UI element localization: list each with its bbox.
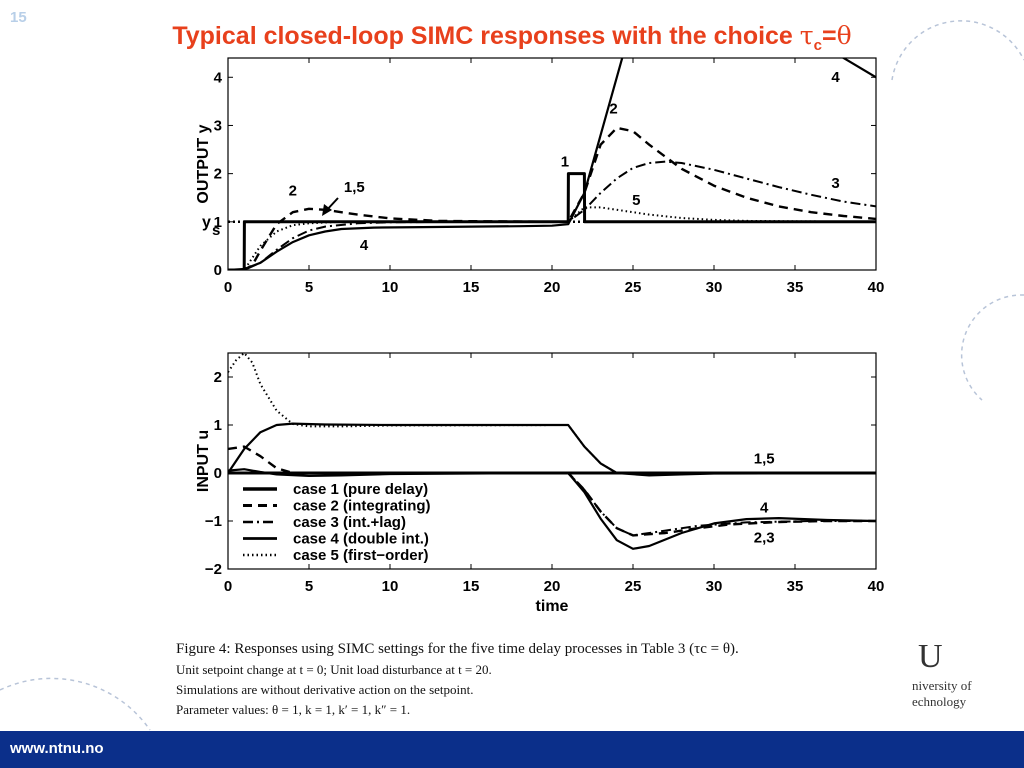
curve-label: 1,5 <box>344 179 365 196</box>
series-line <box>228 468 876 550</box>
curve-label: 4 <box>360 237 369 254</box>
series-line <box>228 58 624 270</box>
curve-label: 5 <box>632 192 640 209</box>
y-tick-label: 1 <box>214 417 222 434</box>
x-tick-label: 15 <box>463 279 480 296</box>
x-tick-label: 30 <box>706 279 723 296</box>
legend-label: case 3 (int.+lag) <box>293 514 406 531</box>
legend-label: case 1 (pure delay) <box>293 481 428 498</box>
setpoint-label-sub: s <box>212 222 220 239</box>
x-tick-label: 5 <box>305 578 313 595</box>
series-line <box>228 160 876 270</box>
curve-label: 3 <box>831 175 839 192</box>
series-line <box>228 172 876 270</box>
series-line <box>228 206 876 270</box>
title-tau: τ <box>799 21 814 50</box>
decor-arc-bottom-left <box>0 677 151 731</box>
university-logo: U niversity of echnology <box>912 640 1022 710</box>
x-tick-label: 40 <box>868 578 885 595</box>
x-tick-label: 5 <box>305 279 313 296</box>
decor-arc-top-right <box>891 20 1024 81</box>
x-tick-label: 10 <box>382 279 399 296</box>
y-tick-label: 4 <box>214 69 223 86</box>
y-tick-label: 3 <box>214 117 222 134</box>
x-tick-label: 25 <box>625 578 642 595</box>
title-subscript: c <box>813 37 822 54</box>
y-tick-label: 0 <box>214 262 222 279</box>
footer-url-link[interactable]: www.ntnu.no <box>10 740 104 757</box>
y-axis-label: OUTPUT y <box>195 124 212 203</box>
y-axis-label: INPUT u <box>195 430 212 492</box>
university-logo-mark: U <box>918 638 943 675</box>
curve-label: 4 <box>831 69 840 86</box>
series-line <box>841 58 876 79</box>
y-tick-label: 2 <box>214 369 222 386</box>
x-tick-label: 0 <box>224 279 232 296</box>
y-tick-label: −1 <box>205 513 222 530</box>
x-tick-label: 20 <box>544 578 561 595</box>
x-tick-label: 30 <box>706 578 723 595</box>
curves-group <box>228 353 876 550</box>
y-tick-label: 1 <box>214 214 222 231</box>
title-theta: θ <box>836 21 852 50</box>
logo-text-line-1: niversity of <box>912 678 972 693</box>
caption-line-4: Parameter values: θ = 1, k = 1, k′ = 1, … <box>176 702 411 717</box>
curve-label: 2,3 <box>754 530 775 547</box>
y-tick-label: 0 <box>214 465 222 482</box>
legend-label: case 5 (first−order) <box>293 547 428 564</box>
x-tick-label: 35 <box>787 279 804 296</box>
legend-label: case 4 (double int.) <box>293 531 429 548</box>
decor-arc-right <box>960 294 1024 401</box>
slide-title: Typical closed-loop SIMC responses with … <box>0 21 1024 54</box>
plot-frame <box>227 57 877 271</box>
setpoint-label: y <box>202 214 211 231</box>
slide-number: 15 <box>10 9 27 26</box>
figure-caption: Figure 4: Responses using SIMC settings … <box>176 638 916 720</box>
university-logo-text: niversity of echnology <box>912 678 1022 710</box>
x-tick-label: 20 <box>544 279 561 296</box>
y-tick-label: −2 <box>205 561 222 578</box>
annotation-arrow-head <box>322 204 332 216</box>
curve-label: 2 <box>609 100 617 117</box>
chart-2: 0 5 10 15 20 25 30 35 40 −2 −1 0 1 2 INPUT u time 1,5 4 2,… <box>195 352 885 615</box>
legend-label: case 2 (integrating) <box>293 498 431 515</box>
series-line <box>228 353 876 474</box>
curves-group <box>228 58 876 270</box>
x-tick-label: 10 <box>382 578 399 595</box>
x-tick-label: 15 <box>463 578 480 595</box>
caption-line-1: Figure 4: Responses using SIMC settings … <box>176 641 739 657</box>
caption-line-3: Simulations are without derivative actio… <box>176 682 474 697</box>
title-text: Typical closed-loop SIMC responses with … <box>172 22 800 50</box>
x-tick-label: 35 <box>787 578 804 595</box>
curve-label: 1 <box>561 153 569 170</box>
x-axis-label: time <box>536 598 569 615</box>
footer-bar: www.ntnu.no <box>0 731 1024 768</box>
title-equals: = <box>821 22 837 50</box>
curve-label: 4 <box>760 499 769 516</box>
curve-label: 2 <box>289 182 297 199</box>
y-tick-label: 2 <box>214 166 222 183</box>
series-line <box>228 422 876 477</box>
logo-text-line-2: echnology <box>912 694 967 709</box>
caption-line-2: Unit setpoint change at t = 0; Unit load… <box>176 662 492 677</box>
curve-label: 1,5 <box>754 450 775 467</box>
x-tick-label: 40 <box>868 279 885 296</box>
legend: case 1 (pure delay)case 2 (integrating)c… <box>243 481 431 564</box>
x-tick-label: 0 <box>224 578 232 595</box>
series-line <box>228 126 876 270</box>
x-tick-label: 25 <box>625 279 642 296</box>
